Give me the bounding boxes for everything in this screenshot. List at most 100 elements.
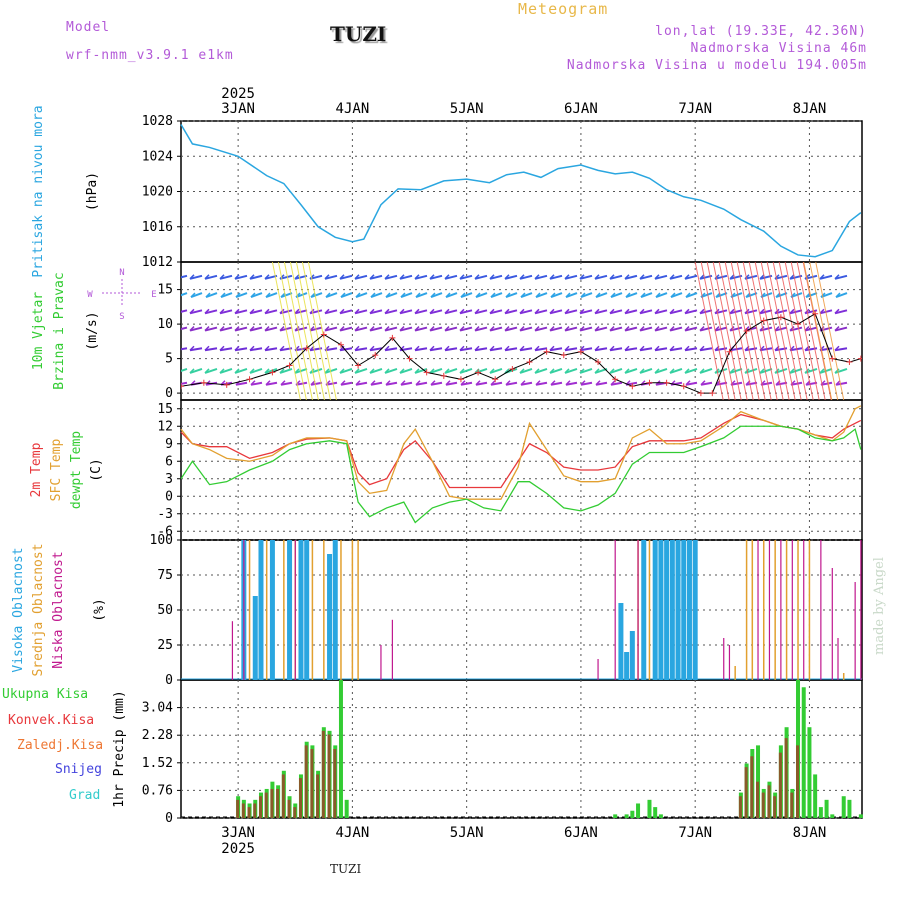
wind-arrow-head (564, 274, 570, 280)
wind-arrow (279, 368, 293, 374)
wind-arrow-head (789, 274, 795, 280)
wind-arrow (639, 274, 653, 280)
precip-bar-convective (333, 749, 337, 818)
cloud-axis-label-2: Niska Oblacnost (51, 551, 66, 668)
wind-arrow-head (835, 292, 841, 298)
cloud-bar-0 (298, 540, 304, 680)
wind-arrow-head (699, 368, 705, 374)
wind-arrow-head (429, 368, 435, 374)
wind-arrow-head (670, 292, 676, 298)
meteogram-title: Meteogram (518, 0, 609, 18)
wind-arrow (549, 309, 563, 315)
wind-arrow (759, 309, 773, 315)
wind-arrow-head (579, 274, 585, 280)
wind-arrow-head (204, 368, 210, 374)
cloud-bar-2 (831, 568, 833, 680)
wind-arrow (264, 368, 278, 374)
cloud-bar-2 (854, 582, 856, 680)
wind-arrow (549, 274, 563, 280)
wind-arrow-head (339, 326, 345, 332)
wind-arrow-head (384, 345, 390, 351)
pressure-line (180, 124, 862, 258)
wind-arrow (729, 326, 743, 332)
wind-arrow (834, 368, 848, 374)
wind-arrow (819, 274, 833, 280)
wind-arrow (684, 347, 698, 352)
wind-arrow-head (834, 326, 840, 332)
wind-speed-marker (286, 362, 293, 369)
date-label-bottom: 6JAN (564, 825, 598, 841)
wind-arrow-head (354, 308, 360, 314)
wind-arrow-head (564, 308, 570, 314)
wind-arrow-head (610, 380, 616, 386)
wind-arrow-head (759, 368, 765, 374)
wind-arrow (639, 347, 653, 352)
wind-arrow (835, 292, 848, 298)
wind-arrow-head (280, 380, 286, 386)
ytick-label-precipitation: 0 (165, 811, 173, 826)
wind-strong-barb (724, 262, 754, 400)
wind-arrow (414, 368, 428, 374)
wind-arrow (654, 274, 668, 280)
wind-arrow-head (325, 380, 331, 386)
wind-arrow (760, 292, 773, 298)
wind-arrow-head (504, 274, 510, 280)
wind-arrow (834, 326, 848, 332)
wind-arrow (535, 381, 548, 386)
wind-arrow-head (549, 345, 555, 351)
wind-arrow (384, 368, 398, 374)
cloud-bar-0 (692, 540, 698, 680)
cloud-bar-1 (842, 673, 845, 680)
wind-arrow-head (594, 274, 600, 280)
wind-arrow-head (789, 368, 795, 374)
wind-arrow-head (385, 292, 391, 298)
wind-arrow (369, 368, 383, 374)
wind-speed-marker (743, 328, 750, 334)
wind-arrow (324, 274, 338, 280)
cloud-bar-1 (248, 540, 251, 680)
wind-arrow (580, 292, 593, 298)
wind-arrow (504, 309, 518, 315)
precip-legend-1: Konvek.Kisa (8, 713, 94, 728)
temp-line-0 (180, 413, 862, 489)
date-label-top: 8JAN (793, 101, 827, 117)
wind-arrow (460, 292, 473, 298)
wind-unit-label: (m/s) (85, 311, 100, 350)
date-label-top: 6JAN (564, 101, 598, 117)
wind-arrow-head (699, 326, 705, 332)
wind-arrow-head (444, 326, 450, 332)
precip-bar-convective (767, 785, 771, 818)
precip-bar-convective (276, 788, 280, 818)
precip-bar-total (647, 799, 652, 818)
wind-arrow-head (835, 380, 841, 386)
wind-arrow-head (489, 368, 495, 374)
wind-arrow (414, 274, 428, 280)
wind-arrow-head (399, 308, 405, 314)
cloud-bar-0 (686, 540, 692, 680)
wind-arrow-head (609, 368, 615, 374)
precip-bar-total (818, 807, 823, 818)
wind-arrow (189, 368, 203, 374)
wind-arrow-head (819, 368, 825, 374)
precip-bar-convective (241, 803, 245, 818)
wind-arrow-head (190, 380, 196, 386)
wind-arrow (384, 274, 398, 280)
wind-arrow (459, 309, 473, 315)
ytick-label-precipitation: 1.52 (142, 756, 173, 771)
date-label-bottom: 8JAN (793, 825, 827, 841)
wind-arrow-head (610, 292, 616, 298)
wind-arrow (474, 347, 488, 352)
wind-arrow-head (654, 345, 660, 351)
wind-arrow (729, 347, 743, 352)
wind-arrow-head (624, 368, 630, 374)
cloud-bar-2 (728, 645, 731, 680)
cloud-bar-0 (658, 540, 664, 680)
wind-arrow-head (624, 345, 630, 351)
wind-arrow (309, 368, 323, 374)
wind-arrow (444, 326, 458, 332)
wind-arrow-head (294, 345, 300, 351)
wind-arrow-head (714, 326, 720, 332)
wind-arrow-head (534, 308, 540, 314)
wind-arrow (490, 381, 503, 386)
wind-arrow (549, 368, 563, 374)
